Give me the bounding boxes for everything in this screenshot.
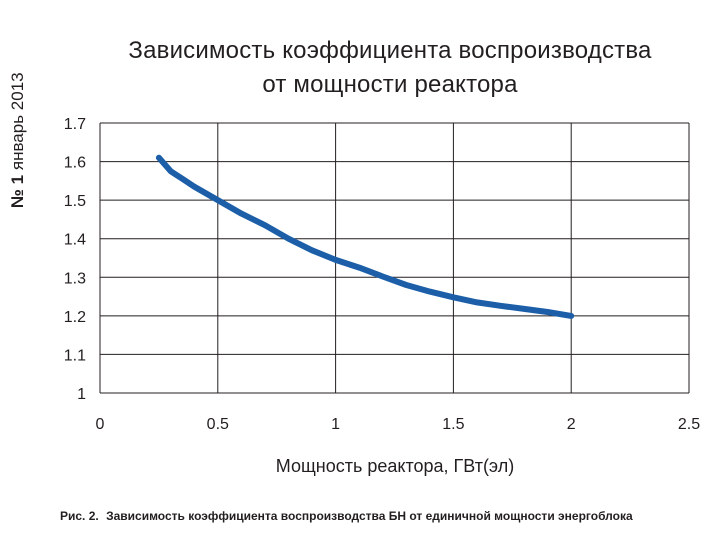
chart-series <box>155 154 575 319</box>
series-line <box>155 154 575 319</box>
y-tick-label: 1.3 <box>64 270 86 287</box>
y-tick-label: 1.2 <box>64 309 86 326</box>
y-tick-label: 1 <box>77 386 86 403</box>
y-tick-labels: 1 1.1 1.2 1.3 1.4 1.5 1.6 1.7 <box>64 116 86 403</box>
y-tick-label: 1.5 <box>64 193 86 210</box>
x-tick-label: 0.5 <box>207 416 229 433</box>
figure-caption: Рис. 2. Зависимость коэффициента воспрои… <box>60 507 710 526</box>
chart-grid <box>99 122 690 394</box>
x-tick-labels: 0 0.5 1 1.5 2 2.5 <box>96 416 701 433</box>
y-tick-label: 1.4 <box>64 232 86 249</box>
x-tick-label: 2 <box>567 416 576 433</box>
y-tick-label: 1.6 <box>64 155 86 172</box>
chart-title-line2: от мощности реактора <box>262 71 518 98</box>
figure-number: Рис. 2. <box>60 509 99 523</box>
x-tick-label: 0 <box>96 416 105 433</box>
chart-title-line1: Зависимость коэффициента воспроизводства <box>128 37 652 64</box>
x-tick-label: 2.5 <box>678 416 700 433</box>
x-axis-label: Мощность реактора, ГВт(эл) <box>275 456 515 476</box>
x-tick-label: 1.5 <box>442 416 464 433</box>
x-tick-label: 1 <box>331 416 340 433</box>
figure-caption-text: Зависимость коэффициента воспроизводства… <box>106 509 633 523</box>
y-tick-label: 1.1 <box>64 347 86 364</box>
y-tick-label: 1.7 <box>64 116 86 133</box>
